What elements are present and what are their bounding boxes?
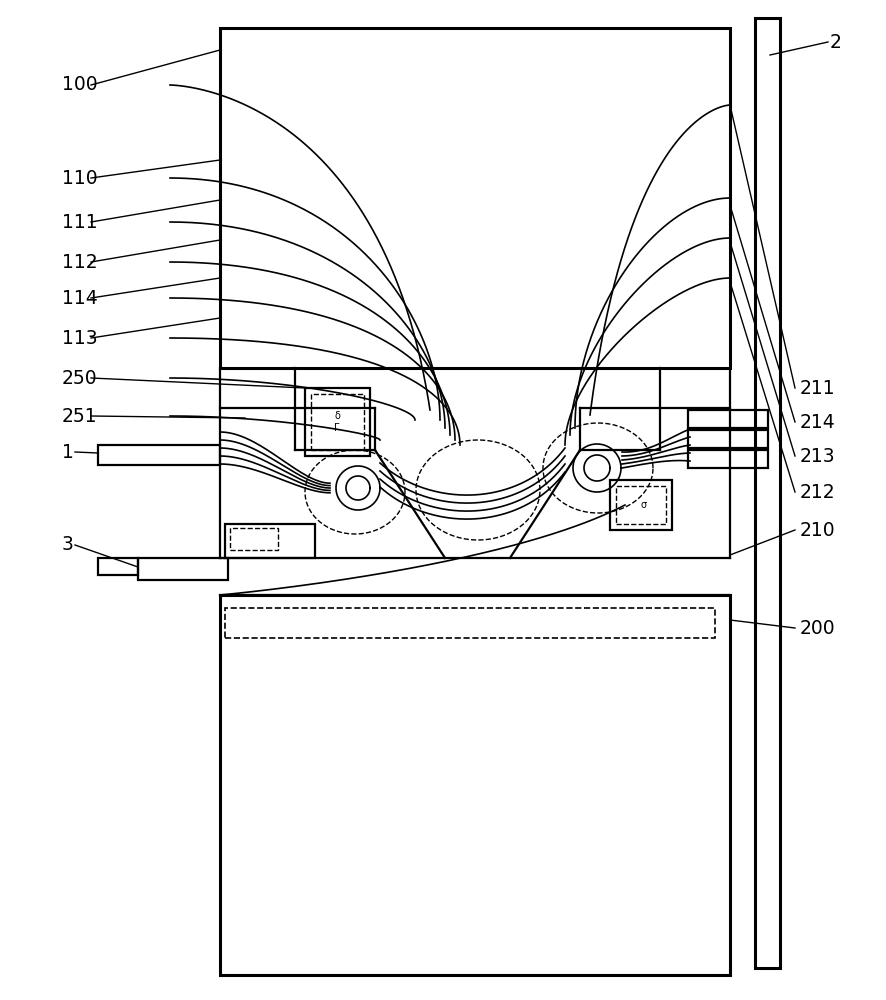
Bar	[688, 410, 768, 428]
Bar	[305, 388, 370, 456]
Bar	[220, 595, 730, 975]
Bar	[225, 524, 315, 558]
Text: 3: 3	[62, 536, 74, 554]
Text: 114: 114	[62, 288, 97, 308]
Text: 251: 251	[62, 406, 97, 426]
Bar	[225, 608, 715, 638]
Text: δ
Γ: δ Γ	[334, 411, 340, 433]
Text: 2: 2	[830, 32, 842, 51]
Bar	[688, 430, 768, 448]
Text: 211: 211	[800, 378, 835, 397]
Bar	[138, 558, 228, 580]
Text: 210: 210	[800, 520, 835, 540]
Text: 110: 110	[62, 168, 97, 188]
Text: 200: 200	[800, 618, 835, 638]
Text: σ: σ	[641, 500, 647, 510]
Text: 214: 214	[800, 412, 835, 432]
Text: 100: 100	[62, 76, 97, 95]
Bar	[220, 28, 730, 368]
Text: 250: 250	[62, 368, 97, 387]
Bar	[616, 486, 666, 524]
Text: 1: 1	[62, 442, 74, 462]
Bar	[688, 450, 768, 468]
Text: 113: 113	[62, 328, 97, 348]
Bar	[755, 18, 780, 968]
Text: 213: 213	[800, 446, 835, 466]
Bar	[98, 445, 220, 465]
Text: 212: 212	[800, 483, 835, 502]
Bar	[230, 528, 278, 550]
Bar	[98, 558, 138, 575]
Text: 112: 112	[62, 252, 97, 271]
Bar	[311, 394, 364, 450]
Bar	[610, 480, 672, 530]
Text: 111: 111	[62, 213, 97, 232]
